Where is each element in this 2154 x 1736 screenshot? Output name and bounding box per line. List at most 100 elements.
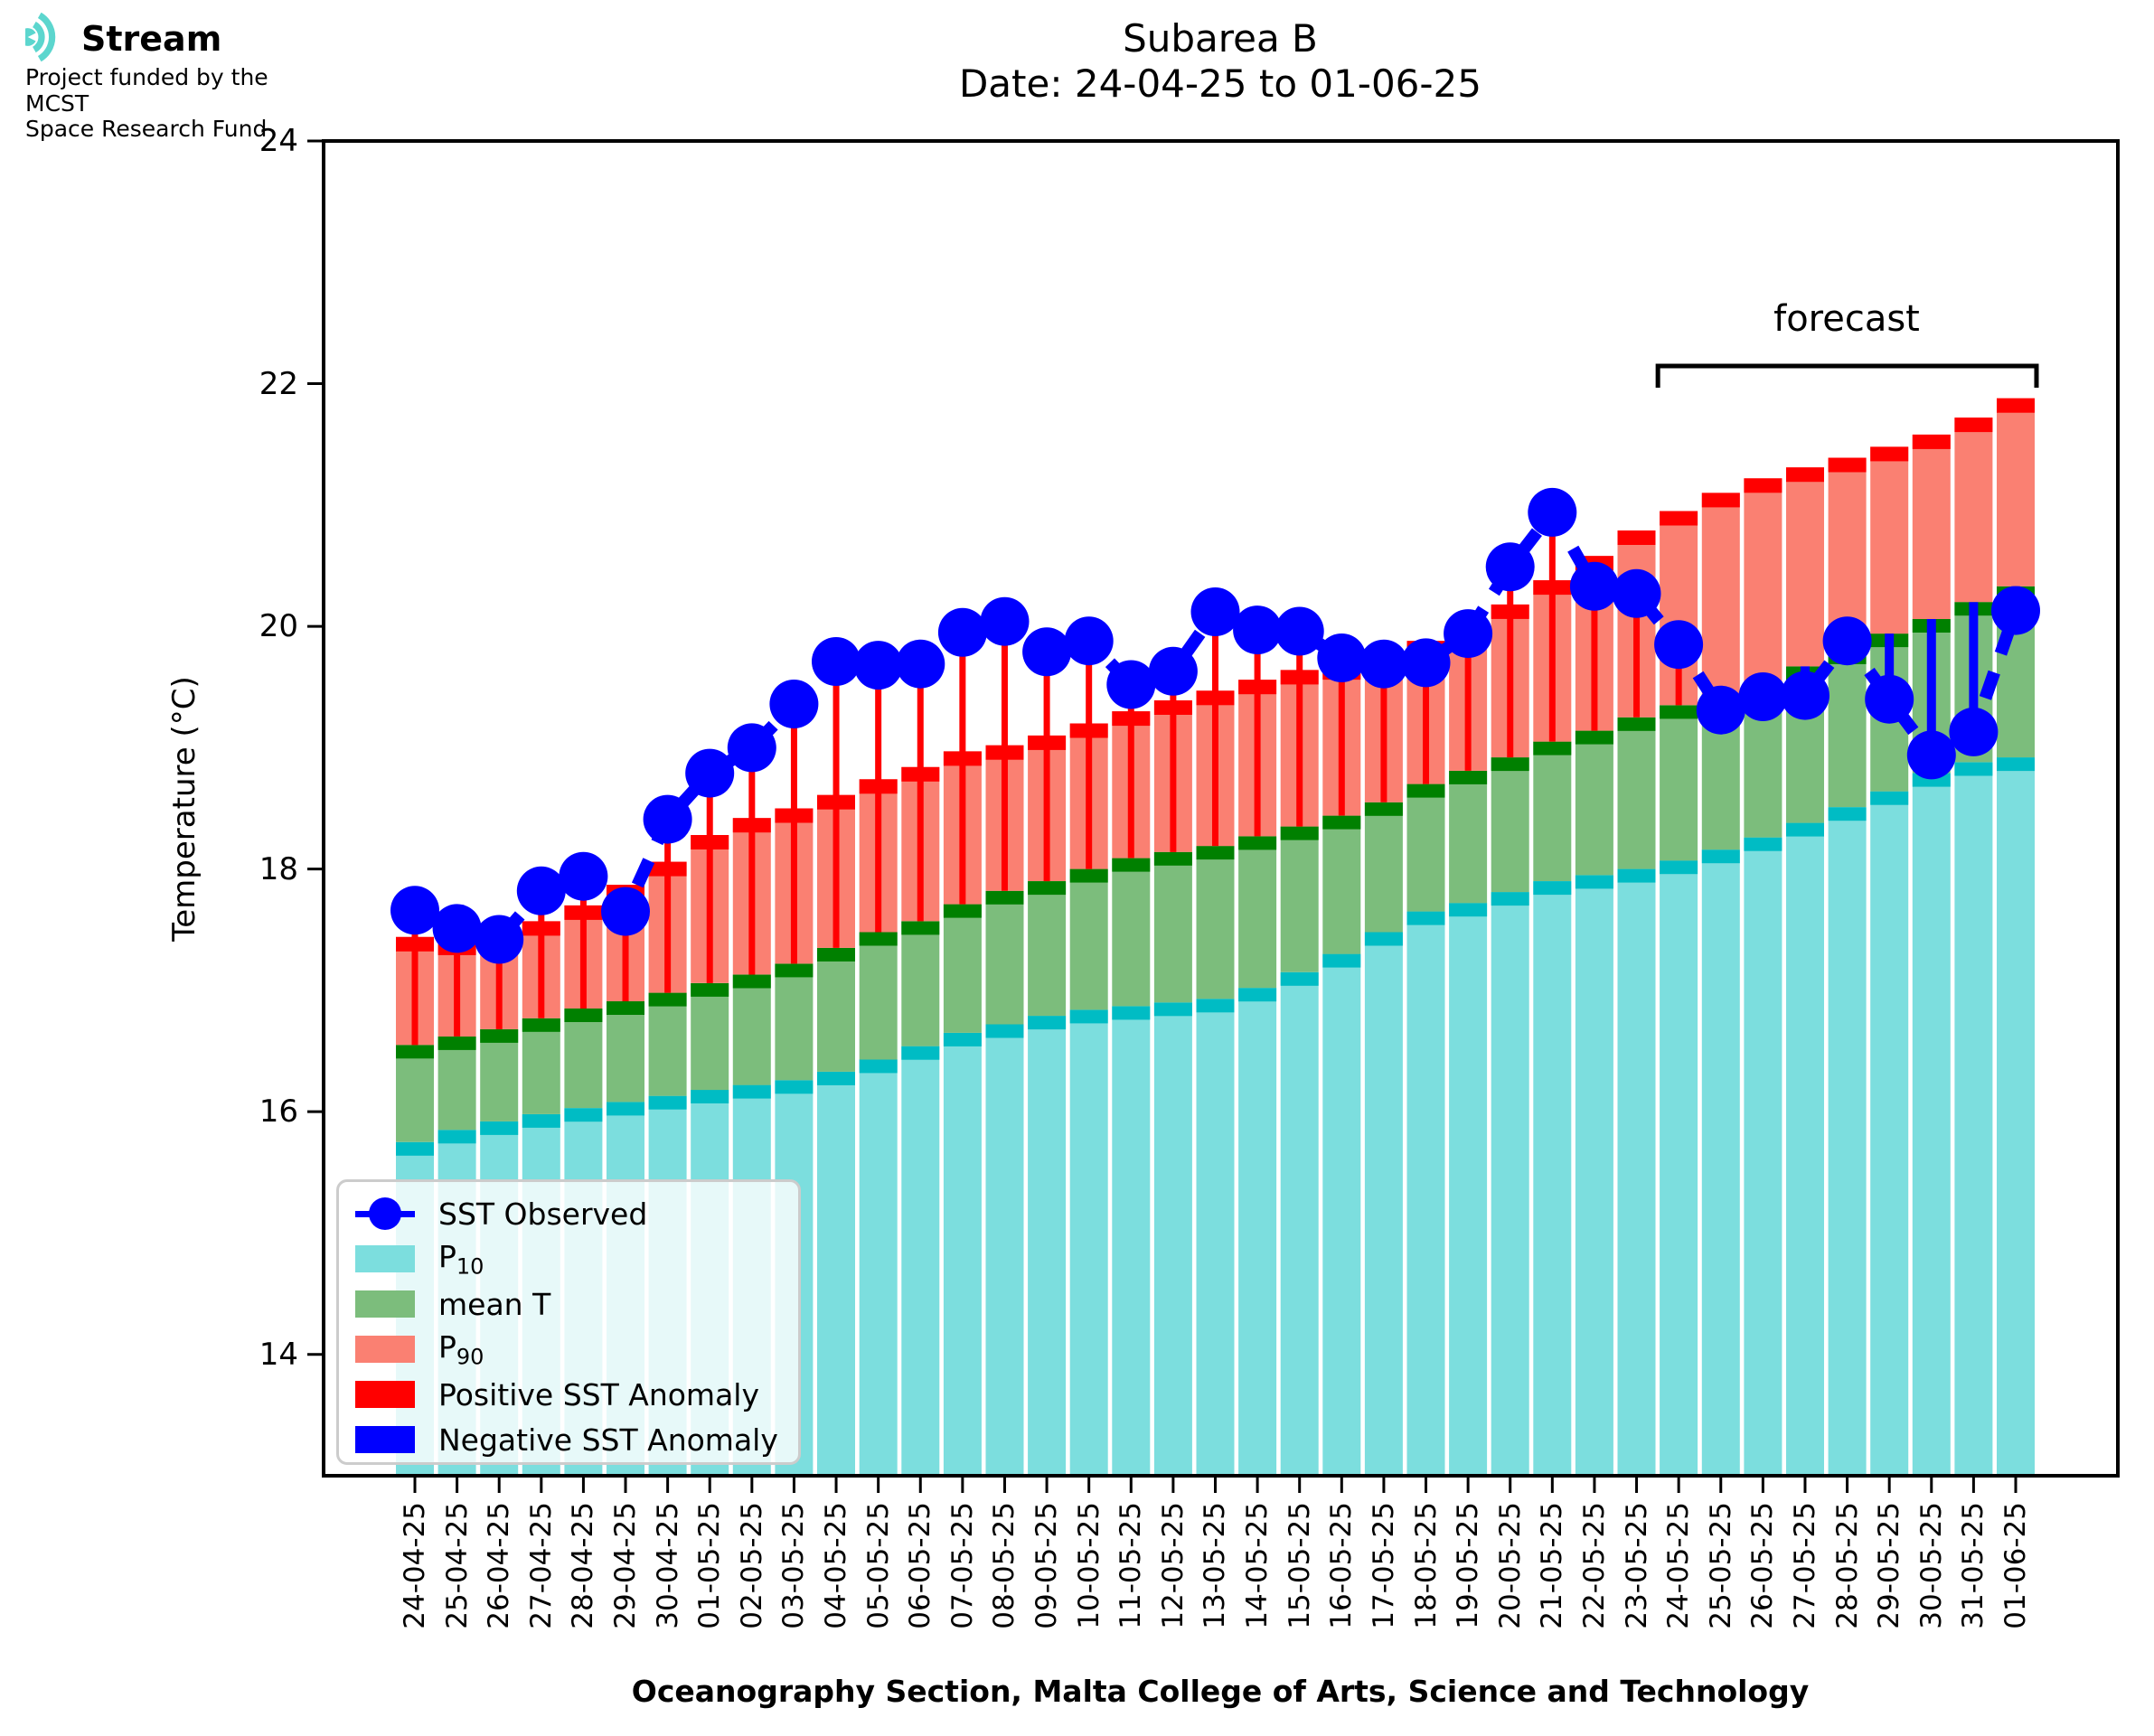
mean-cap — [1364, 802, 1403, 816]
mean-cap — [1449, 770, 1488, 784]
legend-label: Positive SST Anomaly — [438, 1376, 759, 1412]
logo-subtitle-line1: Project funded by the MCST — [25, 64, 268, 117]
forecast-bracket — [1655, 363, 2039, 388]
brand-name: Stream — [81, 19, 222, 59]
mean-bar — [1153, 851, 1192, 1003]
p10-cap — [817, 1071, 855, 1085]
p90-cap — [1870, 446, 1909, 462]
mean-cap — [1575, 730, 1613, 745]
sst-observed-dot — [1148, 646, 1198, 696]
mean-cap — [564, 1009, 603, 1022]
mean-cap — [396, 1045, 434, 1059]
mean-cap — [1238, 836, 1277, 850]
legend-item: SST Observed — [355, 1191, 798, 1236]
y-tick-label: 16 — [259, 1093, 298, 1130]
mean-cap — [648, 992, 687, 1007]
sst-observed-dot — [1569, 561, 1619, 611]
p90-bar — [1997, 398, 2035, 586]
sst-observed-dot — [1949, 707, 1999, 756]
mean-bar — [1533, 741, 1572, 881]
mean-cap — [775, 963, 814, 978]
mean-cap — [691, 982, 729, 997]
sst-observed-dot — [1865, 674, 1914, 724]
x-tick-label: 09-05-25 — [1030, 1502, 1063, 1629]
p10-bar — [1997, 757, 2035, 1476]
p90-cap — [1912, 434, 1951, 449]
sst-observed-dot — [601, 887, 650, 936]
p10-bar — [1238, 988, 1277, 1476]
sst-observed-dot — [1781, 671, 1829, 720]
x-tick-label: 12-05-25 — [1157, 1502, 1190, 1629]
p10-bar — [1112, 1006, 1151, 1476]
p10-bar — [1575, 875, 1613, 1476]
sst-observed-dot — [1106, 660, 1156, 709]
p10-bar — [859, 1059, 898, 1476]
p10-bar — [1533, 881, 1572, 1476]
sst-observed-dot — [727, 723, 776, 773]
sst-observed-dot — [432, 904, 482, 953]
x-tick-label: 06-05-25 — [904, 1502, 936, 1629]
p10-bar — [901, 1046, 940, 1476]
stream-logo: Stream Project funded by the MCST Space … — [18, 12, 333, 143]
x-tick-label: 18-05-25 — [1410, 1502, 1443, 1629]
x-tick-label: 27-05-25 — [1789, 1502, 1821, 1629]
p10-bar — [1491, 892, 1529, 1476]
p90-cap — [1617, 530, 1656, 545]
p10-cap — [1575, 875, 1613, 889]
x-tick-label: 30-04-25 — [652, 1502, 684, 1629]
plot-border — [322, 139, 2120, 1478]
x-tick-label: 01-06-25 — [1999, 1502, 2032, 1629]
p10-cap — [1280, 971, 1319, 986]
p90-cap — [1786, 467, 1824, 483]
mean-cap — [1617, 717, 1656, 731]
x-tick-label: 26-04-25 — [483, 1502, 515, 1629]
sst-observed-dot — [812, 637, 861, 686]
y-axis-label: Temperature (°C) — [166, 676, 202, 942]
mean-bar — [396, 1045, 434, 1142]
legend-swatch — [355, 1381, 415, 1408]
p90-bar — [1954, 418, 1993, 603]
x-tick-label: 04-05-25 — [820, 1502, 852, 1629]
p10-bar — [1828, 807, 1867, 1476]
p10-cap — [732, 1084, 771, 1099]
p10-bar — [1701, 849, 1740, 1476]
legend-swatch-line-dot — [355, 1197, 415, 1230]
p10-bar — [1912, 773, 1951, 1476]
sst-observed-dot — [516, 866, 566, 915]
p90-bar — [1786, 467, 1824, 667]
legend: SST Observed P10 mean T P90 Positive SST Ano… — [336, 1179, 801, 1465]
x-tick-label: 27-04-25 — [525, 1502, 558, 1629]
legend-label: mean T — [438, 1286, 551, 1322]
p10-cap — [1660, 860, 1698, 875]
sst-observed-dot — [937, 607, 987, 657]
p10-cap — [1112, 1006, 1151, 1020]
mean-cap — [1491, 757, 1529, 772]
mean-bar — [1575, 730, 1613, 876]
mean-bar — [901, 921, 940, 1046]
p10-cap — [1617, 868, 1656, 883]
mean-cap — [985, 890, 1024, 905]
y-tick-label: 24 — [259, 123, 298, 159]
x-tick-label: 24-04-25 — [399, 1502, 431, 1629]
x-tick-label: 31-05-25 — [1957, 1502, 1989, 1629]
chart-title: Subarea B — [1123, 16, 1318, 61]
sst-observed-dot — [853, 641, 903, 690]
legend-swatch — [355, 1245, 415, 1272]
p10-bar — [1744, 837, 1782, 1476]
p10-cap — [943, 1032, 982, 1046]
p10-cap — [1828, 807, 1867, 821]
sst-observed-dot — [559, 851, 608, 901]
x-tick-label: 19-05-25 — [1452, 1502, 1484, 1629]
p10-cap — [1449, 903, 1488, 917]
p10-bar — [1322, 953, 1361, 1476]
x-tick-label: 16-05-25 — [1325, 1502, 1358, 1629]
sst-observed-dot — [1612, 568, 1661, 618]
mean-bar — [1280, 826, 1319, 972]
p10-cap — [607, 1102, 644, 1116]
x-tick-label: 29-04-25 — [609, 1502, 642, 1629]
legend-label: P10 — [438, 1238, 484, 1280]
mean-bar — [1112, 858, 1151, 1007]
p10-cap — [985, 1024, 1024, 1038]
p10-cap — [691, 1090, 729, 1103]
legend-label: Negative SST Anomaly — [438, 1422, 778, 1458]
